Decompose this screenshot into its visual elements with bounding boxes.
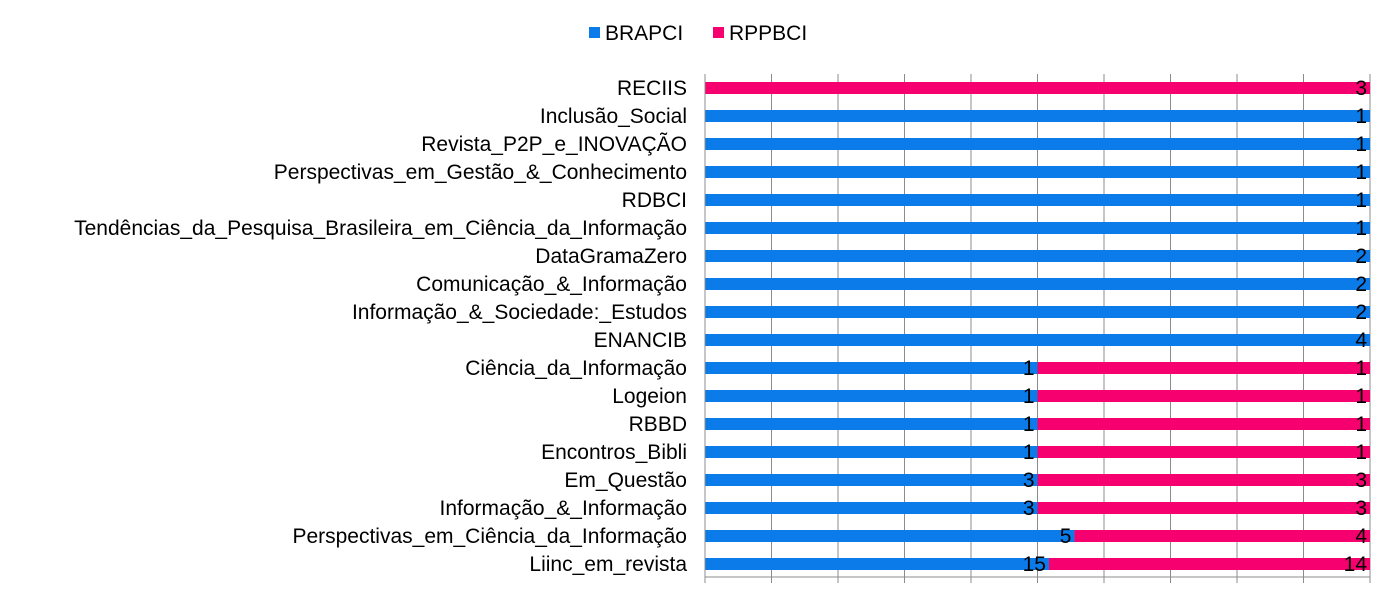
bar-rppbci xyxy=(1037,502,1370,514)
category-label: Perspectivas_em_Ciência_da_Informação xyxy=(292,525,687,548)
category-label: Informação_&_Sociedade:_Estudos xyxy=(352,301,687,324)
bar-brapci xyxy=(705,446,1038,458)
bar-brapci xyxy=(705,222,1370,234)
category-label: Liinc_em_revista xyxy=(529,553,687,576)
data-label-brapci: 3 xyxy=(1023,497,1035,520)
bar-brapci xyxy=(705,502,1038,514)
data-label-rppbci: 3 xyxy=(1355,497,1367,520)
data-label-brapci: 1 xyxy=(1023,357,1035,380)
bar-brapci xyxy=(705,194,1370,206)
bar-rppbci xyxy=(1037,474,1370,486)
bar-brapci xyxy=(705,362,1038,374)
bar-brapci xyxy=(705,474,1038,486)
category-label: Comunicação_&_Informação xyxy=(416,273,687,296)
category-label: Perspectivas_em_Gestão_&_Conhecimento xyxy=(274,161,687,184)
data-label-brapci: 1 xyxy=(1355,133,1367,156)
legend-label-rppbci: RPPBCI xyxy=(729,22,807,45)
bar-rppbci xyxy=(1037,390,1370,402)
bar-brapci xyxy=(705,278,1370,290)
bar-rppbci xyxy=(1074,530,1370,542)
category-label: Revista_P2P_e_INOVAÇÃO xyxy=(421,132,687,156)
data-label-brapci: 1 xyxy=(1355,189,1367,212)
legend-label-brapci: BRAPCI xyxy=(605,22,683,45)
data-label-brapci: 3 xyxy=(1023,469,1035,492)
bar-rppbci xyxy=(1037,418,1370,430)
data-label-rppbci: 14 xyxy=(1344,553,1368,576)
bar-brapci xyxy=(705,110,1370,122)
data-label-brapci: 15 xyxy=(1023,553,1046,576)
bar-rppbci xyxy=(1048,558,1370,570)
category-label: ENANCIB xyxy=(594,329,687,352)
data-label-brapci: 5 xyxy=(1060,525,1072,548)
category-label: Inclusão_Social xyxy=(540,105,687,128)
data-label-rppbci: 4 xyxy=(1355,525,1367,548)
data-label-rppbci: 3 xyxy=(1355,77,1367,100)
data-label-brapci: 1 xyxy=(1023,413,1035,436)
data-label-brapci: 1 xyxy=(1355,161,1367,184)
gridlines xyxy=(704,74,1371,577)
data-label-brapci: 1 xyxy=(1355,217,1367,240)
legend-swatch-brapci xyxy=(589,27,600,38)
data-label-brapci: 1 xyxy=(1355,105,1367,128)
category-label: RECIIS xyxy=(617,77,687,100)
bar-brapci xyxy=(705,530,1075,542)
bar-rppbci xyxy=(705,82,1370,94)
data-label-brapci: 1 xyxy=(1023,385,1035,408)
bar-brapci xyxy=(705,558,1049,570)
data-label-rppbci: 1 xyxy=(1355,441,1367,464)
bar-rppbci xyxy=(1037,446,1370,458)
category-label: Ciência_da_Informação xyxy=(465,357,687,380)
bar-brapci xyxy=(705,390,1038,402)
category-label: Informação_&_Informação xyxy=(440,497,687,520)
data-label-rppbci: 1 xyxy=(1355,385,1367,408)
category-label: Em_Questão xyxy=(564,469,687,492)
bar-brapci xyxy=(705,306,1370,318)
data-label-brapci: 1 xyxy=(1023,441,1035,464)
data-label-rppbci: 1 xyxy=(1355,413,1367,436)
data-label-brapci: 4 xyxy=(1355,329,1367,352)
legend-swatch-rppbci xyxy=(713,27,724,38)
category-label: RDBCI xyxy=(622,189,687,212)
data-labels: 3 1 1 1 1 1 2 2 2 4 1 1 1 1 1 1 1 1 3 3 3 3 5 4 15 14 xyxy=(1023,77,1368,576)
axis xyxy=(704,74,1371,583)
bar-brapci xyxy=(705,138,1370,150)
bars xyxy=(705,82,1370,570)
bar-brapci xyxy=(705,418,1038,430)
category-label: Logeion xyxy=(612,385,687,408)
data-label-brapci: 2 xyxy=(1355,245,1367,268)
data-label-rppbci: 3 xyxy=(1355,469,1367,492)
data-label-brapci: 2 xyxy=(1355,301,1367,324)
bar-brapci xyxy=(705,334,1370,346)
category-label: Tendências_da_Pesquisa_Brasileira_em_Ciê… xyxy=(74,217,687,240)
bar-brapci xyxy=(705,250,1370,262)
data-label-brapci: 2 xyxy=(1355,273,1367,296)
bar-brapci xyxy=(705,166,1370,178)
category-label: Encontros_Bibli xyxy=(541,441,687,464)
category-label: RBBD xyxy=(629,413,687,436)
category-labels: RECIIS Inclusão_Social Revista_P2P_e_INOVA… xyxy=(74,77,687,576)
data-label-rppbci: 1 xyxy=(1355,357,1367,380)
bar-rppbci xyxy=(1037,362,1370,374)
category-label: DataGramaZero xyxy=(535,245,687,268)
legend: BRAPCI RPPBCI xyxy=(589,22,807,45)
